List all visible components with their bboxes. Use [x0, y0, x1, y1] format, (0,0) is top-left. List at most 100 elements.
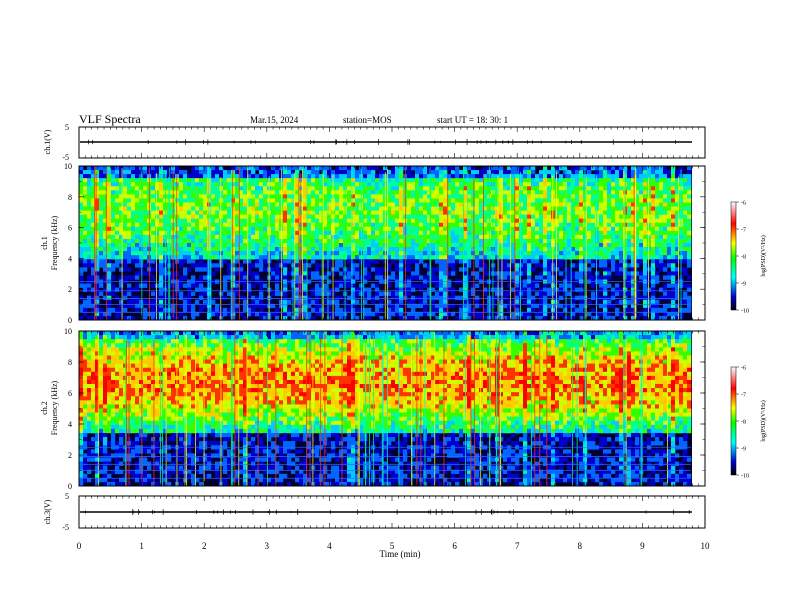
spectrogram-cell: [495, 311, 500, 317]
spectrogram-cell: [483, 267, 488, 272]
spectrogram-cell: [571, 303, 576, 309]
spectrogram-cell: [667, 182, 672, 187]
spectrogram-cell: [407, 186, 412, 191]
spectrogram-cell: [355, 238, 360, 244]
spectrogram-cell: [347, 303, 352, 309]
spectrogram-cell: [635, 234, 640, 240]
spectrogram-cell: [523, 218, 528, 224]
spectrogram-cell: [99, 259, 104, 264]
spectrogram-cell: [239, 243, 244, 248]
spectrogram-cell: [119, 283, 124, 288]
spectrogram-cell: [307, 186, 312, 191]
spectrogram-cell: [167, 170, 172, 175]
spectrogram-cell: [395, 166, 400, 171]
spectrogram-cell: [407, 194, 412, 199]
spectrogram-cell: [199, 186, 204, 191]
spectrogram-cell: [483, 202, 488, 207]
spectrogram-cell: [339, 255, 344, 260]
spectrogram-cell: [419, 222, 424, 228]
spectrogram-cell: [619, 170, 624, 175]
spectrogram-cell: [471, 251, 476, 256]
spectrogram-cell: [403, 186, 408, 191]
spectrogram-cell: [671, 255, 676, 260]
spectrogram-cell: [355, 291, 360, 296]
spectrogram-cell: [183, 226, 188, 232]
spectrogram-cell: [119, 222, 124, 228]
spectrogram-cell: [239, 263, 244, 268]
spectrogram-cell: [415, 263, 420, 268]
spectrogram-cell: [363, 307, 368, 313]
spectrogram-cell: [159, 271, 164, 276]
spectrogram-cell: [211, 198, 216, 203]
spectrogram-cell: [367, 287, 372, 292]
spectrogram-cell: [275, 243, 280, 248]
spectrogram-cell: [635, 283, 640, 288]
spectrogram-cell: [503, 170, 508, 175]
spectrogram-cell: [351, 299, 356, 305]
spectrogram-cell: [535, 311, 540, 317]
spectrogram-cell: [351, 234, 356, 240]
spectrogram-cell: [87, 198, 92, 203]
spectrogram-cell: [531, 190, 536, 195]
spectrogram-cell: [399, 291, 404, 296]
spectrogram-cell: [303, 194, 308, 199]
spectrogram-cell: [603, 234, 608, 240]
spectrogram-cell: [407, 198, 412, 203]
spectrogram-cell: [643, 287, 648, 292]
spectrogram-cell: [231, 202, 236, 207]
spectrogram-cell: [131, 251, 136, 256]
spectrogram-cell: [555, 238, 560, 244]
spectrogram-cell: [555, 255, 560, 260]
spectrogram-cell: [123, 263, 128, 268]
spectrogram-cell: [339, 259, 344, 264]
spectrogram-cell: [239, 178, 244, 183]
spectrogram-cell: [99, 186, 104, 191]
spectrogram-cell: [459, 174, 464, 179]
spectrogram-cell: [119, 214, 124, 219]
spectrogram-cell: [395, 174, 400, 179]
spectrogram-cell: [599, 287, 604, 292]
spectrogram-cell: [107, 291, 112, 296]
spectrogram-cell: [619, 206, 624, 211]
spectrogram-cell: [639, 214, 644, 219]
spectrogram-cell: [499, 178, 504, 183]
spectrogram-cell: [671, 174, 676, 179]
spectrogram-cell: [139, 226, 144, 232]
spectrogram-cell: [511, 174, 516, 179]
spectrogram-cell: [323, 255, 328, 260]
spectrogram-cell: [539, 303, 544, 309]
spectrogram-cell: [363, 259, 368, 264]
spectrogram-cell: [207, 166, 212, 171]
spectrogram-cell: [651, 206, 656, 211]
spectrogram-cell: [103, 230, 108, 236]
spectrogram-cell: [447, 174, 452, 179]
spectrogram-cell: [391, 259, 396, 264]
spectrogram-cell: [375, 182, 380, 187]
spectrogram-cell: [599, 295, 604, 301]
spectrogram-cell: [659, 243, 664, 248]
spectrogram-cell: [123, 295, 128, 301]
spectrogram-cell: [179, 170, 184, 175]
spectrogram-cell: [399, 243, 404, 248]
spectrogram-cell: [671, 214, 676, 219]
spectrogram-cell: [127, 230, 132, 236]
spectrogram-cell: [463, 186, 468, 191]
spectrogram-cell: [351, 198, 356, 203]
spectrogram-cell: [555, 311, 560, 317]
spectrogram-cell: [223, 255, 228, 260]
spectrogram-cell: [547, 243, 552, 248]
spectrogram-cell: [307, 210, 312, 215]
spectrogram-cell: [543, 291, 548, 296]
spectrogram-cell: [471, 206, 476, 211]
spectrogram-cell: [503, 271, 508, 276]
spectrogram-cell: [603, 202, 608, 207]
spectrogram-cell: [523, 214, 528, 219]
spectrogram-cell: [155, 267, 160, 272]
spectrogram-cell: [151, 218, 156, 224]
spectrogram-cell: [175, 174, 180, 179]
spectrogram-cell: [339, 238, 344, 244]
spectrogram-cell: [403, 206, 408, 211]
spectrogram-cell: [379, 234, 384, 240]
spectrogram-cell: [527, 267, 532, 272]
spectrogram-cell: [483, 210, 488, 215]
